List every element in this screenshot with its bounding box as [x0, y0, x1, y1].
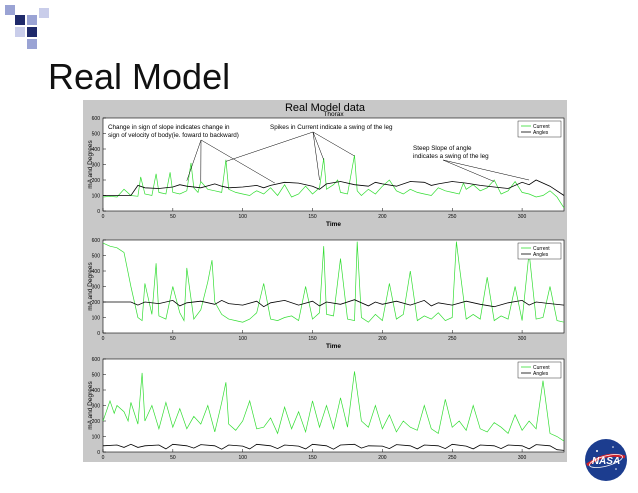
x-axis-label: Time: [326, 221, 341, 228]
legend-entry: Angles: [533, 252, 549, 258]
legend-box: [517, 361, 562, 379]
legend-entry: Current: [533, 124, 550, 130]
y-tick-label: 300: [92, 404, 101, 410]
nasa-logo-text: NASA: [592, 456, 620, 467]
figure-window: Real Model data 0 100 200 300 400 500 600 0 50 10…: [83, 100, 567, 462]
x-tick-label: 300: [518, 455, 527, 461]
x-axis-label: Time: [326, 343, 341, 350]
y-tick-label: 500: [92, 254, 101, 260]
series-line-angles: [103, 179, 565, 196]
y-tick-label: 300: [92, 163, 101, 169]
y-axis-label: mA and Degrees: [87, 262, 94, 311]
annotation-arrow: [200, 139, 275, 184]
annotation-arrow: [225, 131, 314, 162]
x-tick-label: 100: [239, 214, 248, 220]
decor-square: [15, 15, 25, 25]
y-tick-label: 400: [92, 388, 101, 394]
y-tick-label: 0: [97, 331, 100, 337]
y-tick-label: 200: [92, 419, 101, 425]
y-tick-label: 400: [92, 269, 101, 275]
y-tick-label: 400: [92, 147, 101, 153]
legend-box: [517, 242, 562, 260]
annotation-arrow: [442, 159, 495, 182]
x-tick-label: 150: [308, 214, 317, 220]
y-tick-label: 100: [92, 435, 101, 441]
figure-title: Real Model data: [284, 102, 366, 114]
legend-entry: Angles: [533, 371, 549, 377]
annotation-slope-2: sign of velocity of body(ie. foward to b…: [108, 132, 239, 139]
series-line-current: [102, 155, 565, 209]
annotation-arrow: [312, 131, 355, 157]
x-tick-label: 200: [378, 336, 387, 342]
y-axis-label: mA and Degrees: [87, 381, 94, 430]
panel-title: Thorax: [323, 111, 344, 118]
decor-square: [27, 27, 37, 37]
x-tick-label: 250: [448, 455, 457, 461]
y-tick-label: 600: [92, 238, 101, 244]
x-tick-label: 200: [378, 455, 387, 461]
x-tick-label: 0: [102, 214, 105, 220]
y-axis-label: mA and Degrees: [87, 140, 94, 189]
annotation-arrow: [312, 131, 320, 181]
x-tick-label: 150: [308, 455, 317, 461]
y-tick-label: 200: [92, 300, 101, 306]
decor-square: [27, 15, 37, 25]
y-tick-label: 300: [92, 285, 101, 291]
x-tick-label: 250: [448, 336, 457, 342]
legend-entry: Current: [533, 365, 550, 371]
legend-box: [517, 120, 562, 138]
x-tick-label: 50: [170, 336, 176, 342]
x-tick-label: 0: [102, 336, 105, 342]
y-tick-label: 0: [97, 209, 100, 215]
x-tick-label: 200: [378, 214, 387, 220]
x-tick-label: 50: [170, 455, 176, 461]
chart-panel-3: 0100200300400500600050100150200250300Tim…: [87, 357, 565, 461]
annotation-arrow: [312, 131, 324, 160]
corner-decoration: [0, 0, 60, 52]
annotation-slope: Change in sign of slope indicates change…: [108, 124, 230, 131]
annotations: Change in sign of slope indicates change…: [108, 124, 530, 184]
x-tick-label: 150: [308, 336, 317, 342]
plot-area: [102, 358, 565, 453]
plot-area: [102, 117, 565, 212]
series-line-current: [102, 371, 565, 442]
decor-square: [5, 5, 15, 15]
decor-square: [39, 8, 49, 18]
x-tick-label: 300: [518, 336, 527, 342]
y-tick-label: 0: [97, 450, 100, 456]
slide-title: Real Model: [48, 56, 231, 97]
y-tick-label: 100: [92, 194, 101, 200]
annotation-steep-2: indicates a swing of the leg: [413, 153, 489, 160]
y-tick-label: 600: [92, 116, 101, 122]
x-tick-label: 100: [239, 455, 248, 461]
annotation-steep: Steep Slope of angle: [413, 145, 472, 152]
legend-entry: Current: [533, 246, 550, 252]
legend-entry: Angles: [533, 130, 549, 136]
y-tick-label: 500: [92, 373, 101, 379]
annotation-arrow: [186, 139, 202, 181]
series-line-current: [102, 241, 565, 323]
decor-square: [15, 27, 25, 37]
chart-panel-2: 0 100 200 300 400 500 600 0 50 100 150 200 250 300 Tim…: [87, 238, 565, 350]
plot-area: [102, 239, 565, 334]
x-tick-label: 0: [102, 455, 105, 461]
x-tick-label: 50: [170, 214, 176, 220]
y-tick-label: 600: [92, 357, 101, 363]
chart-panel-1: 0 100 200 300 400 500 600 0 50 100 150 200 250 300 Tim…: [87, 111, 565, 228]
y-tick-label: 200: [92, 178, 101, 184]
annotation-spikes: Spikes in Current indicate a swing of th…: [270, 124, 393, 131]
decor-square: [27, 39, 37, 49]
x-tick-label: 250: [448, 214, 457, 220]
annotation-arrow: [442, 159, 530, 181]
x-tick-label: 100: [239, 336, 248, 342]
series-line-angles: [103, 299, 565, 308]
series-line-angles: [102, 443, 565, 451]
y-tick-label: 500: [92, 132, 101, 138]
nasa-logo: NASA: [585, 439, 627, 481]
x-tick-label: 300: [518, 214, 527, 220]
y-tick-label: 100: [92, 316, 101, 322]
